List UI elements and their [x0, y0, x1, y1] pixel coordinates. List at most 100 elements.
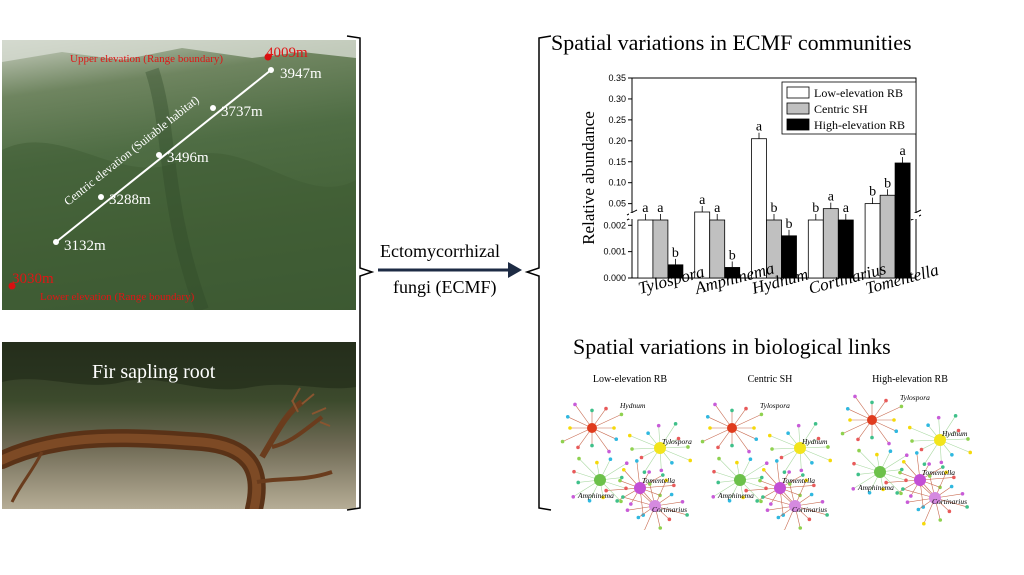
network-node	[767, 433, 772, 438]
network-node	[936, 415, 941, 420]
network-node	[826, 445, 830, 449]
network-node	[641, 513, 646, 517]
network-hub	[734, 474, 746, 486]
network-node	[840, 431, 845, 436]
network-node	[952, 475, 956, 480]
network-node	[779, 455, 784, 460]
mountain-photo: Upper elevation (Range boundary) 4009m 3…	[2, 40, 356, 310]
network-node	[761, 495, 765, 499]
network-title: High-elevation RB	[872, 374, 948, 385]
y-tick-label: 0.002	[603, 220, 626, 230]
network-node	[716, 445, 720, 450]
network-node	[899, 467, 904, 472]
arrow-label-line2: fungi (ECMF)	[393, 277, 497, 298]
network-genus-label: Cortinarius	[932, 497, 967, 506]
significance-letter: b	[729, 248, 736, 263]
network-1: Low-elevation RB Hydnum Tylospora Tomentell…	[560, 374, 692, 530]
network-node	[667, 517, 672, 522]
network-node	[716, 480, 721, 485]
network-node	[686, 445, 690, 449]
network-node	[730, 408, 734, 413]
network-genus-label: Tylospora	[900, 393, 930, 402]
network-node	[909, 494, 913, 498]
network-node	[619, 475, 624, 480]
network-node	[884, 398, 888, 403]
network-node	[604, 488, 608, 493]
bar	[822, 208, 839, 279]
network-node	[577, 456, 581, 461]
network-node	[922, 462, 927, 466]
network-node	[782, 470, 787, 474]
network-3: High-elevation RB Tylospora Hydnum Tomentel…	[840, 374, 973, 526]
network-node	[759, 412, 764, 417]
network-node	[825, 513, 829, 517]
network-node	[853, 394, 857, 399]
network-node	[748, 457, 753, 462]
network-node	[673, 422, 678, 426]
network-node	[587, 498, 592, 503]
network-node	[717, 456, 721, 461]
significance-letter: a	[714, 201, 721, 216]
network-genus-label: Tylospora	[760, 401, 790, 410]
network-node	[813, 422, 818, 426]
network-node	[615, 499, 619, 503]
network-genus-label: Amphinema	[717, 491, 754, 500]
network-hub	[654, 442, 666, 454]
legend-label: Low-elevation RB	[814, 86, 903, 100]
y-tick-label: 0.15	[608, 157, 626, 167]
network-node	[927, 474, 932, 478]
legend-swatch	[786, 102, 810, 115]
network-node	[761, 467, 766, 472]
network-genus-label: Cortinarius	[792, 505, 827, 514]
y-tick-label: 0.35	[608, 73, 626, 83]
network-node	[904, 478, 908, 483]
significance-letter: b	[869, 185, 876, 200]
network-node	[630, 447, 634, 451]
network-node	[905, 500, 910, 505]
network-node	[621, 495, 625, 499]
network-node	[705, 415, 710, 419]
network-node	[744, 406, 748, 411]
network-node	[590, 408, 594, 413]
network-node	[816, 436, 821, 441]
significance-letter: a	[642, 201, 649, 216]
network-node	[927, 462, 931, 466]
significance-letter: b	[771, 201, 778, 216]
network-node	[759, 499, 763, 504]
network-hub	[867, 415, 877, 425]
network-genus-label: Tomentella	[782, 476, 815, 485]
network-node	[680, 499, 685, 504]
point-3737: 3737m	[221, 104, 263, 120]
network-node	[856, 472, 861, 477]
arrow-head	[508, 262, 522, 278]
network-node	[754, 437, 759, 441]
network-node	[867, 490, 872, 495]
significance-letter: b	[786, 217, 793, 232]
network-node	[568, 426, 572, 430]
communities-title: Spatial variations in ECMF communities	[551, 30, 912, 55]
point-3288: 3288m	[109, 192, 151, 208]
network-node	[770, 447, 774, 451]
y-tick-label: 0.10	[608, 178, 626, 188]
network-node	[921, 505, 926, 509]
right-brace	[524, 35, 552, 511]
network-node	[894, 429, 899, 433]
network-node	[899, 404, 904, 409]
network-genus-label: Tomentella	[642, 476, 675, 485]
network-node	[627, 433, 632, 438]
network-genus-label: Amphinema	[857, 483, 894, 492]
network-node	[676, 436, 681, 441]
network-node	[776, 515, 781, 520]
network-node	[595, 460, 599, 465]
network-node	[670, 461, 674, 465]
network-node	[828, 458, 833, 463]
network-node	[787, 482, 792, 486]
network-node	[848, 418, 852, 422]
legend-label: High-elevation RB	[814, 118, 905, 132]
network-node	[656, 423, 661, 428]
network-node	[812, 483, 816, 488]
network-node	[901, 487, 905, 491]
network-node	[956, 428, 961, 433]
network-node	[647, 470, 651, 474]
